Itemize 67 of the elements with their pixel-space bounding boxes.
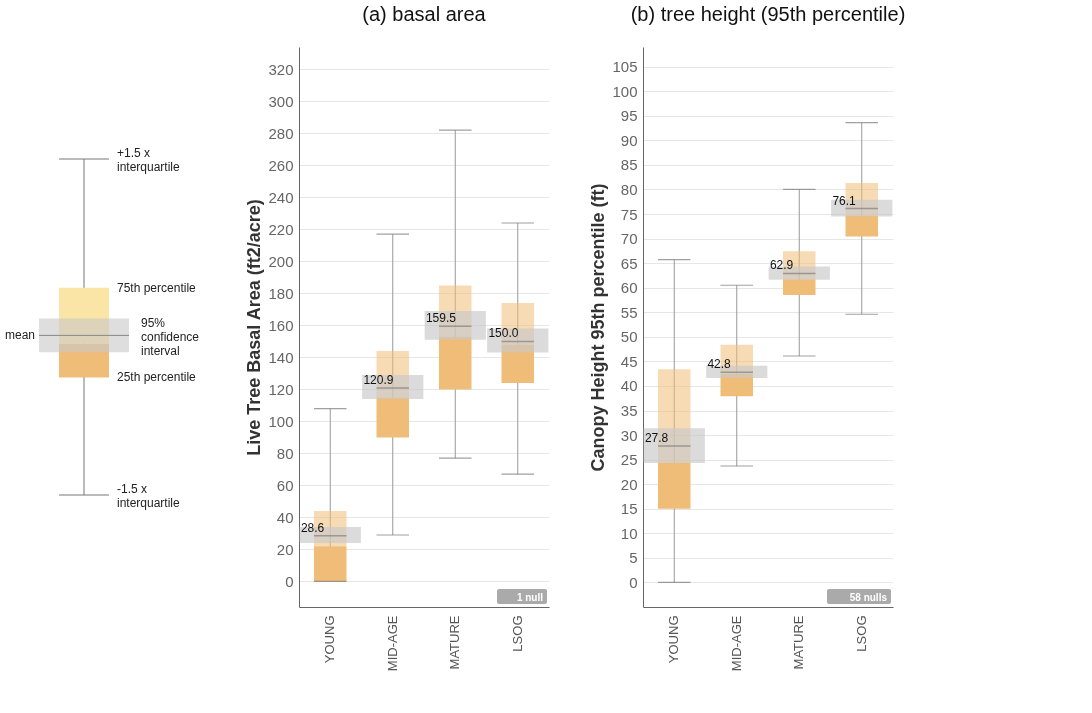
x-tick-label: MATURE: [447, 615, 463, 670]
y-tick-label: 240: [268, 188, 294, 206]
y-tick-label: 60: [620, 279, 638, 297]
x-tick-label: LSOG: [853, 615, 869, 652]
y-tick-label: 25: [620, 451, 638, 469]
y-tick-label: 75: [620, 205, 638, 223]
annotation: 150.0: [488, 326, 519, 341]
y-tick-label: 220: [268, 220, 294, 238]
y-tick-label: 260: [268, 156, 294, 174]
annotation: 159.5: [425, 311, 457, 326]
text: mean: [5, 328, 36, 343]
x-tick-label: MATURE: [791, 615, 807, 670]
y-tick-label: 105: [612, 58, 638, 76]
y-tick-label: 85: [620, 156, 638, 174]
chart-title: (b) tree height (95th percentile): [630, 3, 906, 25]
annotation: 58 nulls: [849, 592, 888, 603]
x-tick-label: MID-AGE: [384, 615, 400, 672]
y-tick-label: 140: [268, 348, 294, 366]
text: -1.5 x interquartile: [117, 482, 181, 510]
text: +1.5 x interquartile: [117, 146, 181, 174]
y-tick-label: 60: [276, 476, 294, 494]
y-tick-label: 160: [268, 316, 294, 334]
y-tick-label: 120: [268, 380, 294, 398]
y-tick-label: 40: [276, 508, 294, 526]
y-tick-label: 100: [612, 82, 638, 100]
x-tick-label: LSOG: [509, 615, 525, 652]
y-tick-label: 320: [268, 60, 294, 78]
annotation: 42.8: [707, 357, 732, 372]
x-tick-label: MID-AGE: [728, 615, 744, 672]
y-tick-label: 15: [620, 500, 638, 518]
y-tick-label: 100: [268, 412, 294, 430]
annotation: 28.6: [300, 520, 325, 535]
text: 75th percentile: [117, 280, 197, 295]
y-tick-label: 280: [268, 124, 294, 142]
y-tick-label: 80: [276, 444, 294, 462]
chart-title: (a) basal area: [362, 3, 487, 25]
annotation: 27.8: [644, 430, 669, 445]
y-tick-label: 80: [620, 180, 638, 198]
y-tick-label: 35: [620, 402, 638, 420]
text: 95% confidence interval: [141, 316, 200, 359]
y-tick-label: 45: [620, 352, 638, 370]
y-tick-label: 95: [620, 107, 638, 125]
y-tick-label: 65: [620, 254, 638, 272]
y-tick-label: 50: [620, 328, 638, 346]
y-tick-label: 90: [620, 131, 638, 149]
y-tick-label: 20: [276, 540, 294, 558]
y-tick-label: 0: [285, 572, 294, 590]
y-tick-label: 0: [629, 573, 638, 591]
y-tick-label: 200: [268, 252, 294, 270]
y-tick-label: 55: [620, 303, 638, 321]
x-tick-label: YOUNG: [322, 615, 338, 664]
annotation: 76.1: [832, 193, 857, 208]
annotation: 62.9: [769, 258, 794, 273]
y-tick-label: 30: [620, 426, 638, 444]
y-tick-label: 10: [620, 524, 638, 542]
y-tick-label: 5: [629, 549, 638, 567]
y-tick-label: 300: [268, 92, 294, 110]
y-tick-label: 70: [620, 230, 638, 248]
y-tick-label: 180: [268, 284, 294, 302]
x-tick-label: YOUNG: [666, 615, 682, 664]
y-tick-label: 40: [620, 377, 638, 395]
y-axis-title: Live Tree Basal Area (ft2/acre): [244, 199, 265, 456]
annotation: 120.9: [363, 372, 394, 387]
text: 25th percentile: [117, 370, 197, 385]
y-axis-title: Canopy Height 95th percentile (ft): [588, 183, 609, 472]
y-tick-label: 20: [620, 475, 638, 493]
annotation: 1 null: [516, 592, 544, 603]
